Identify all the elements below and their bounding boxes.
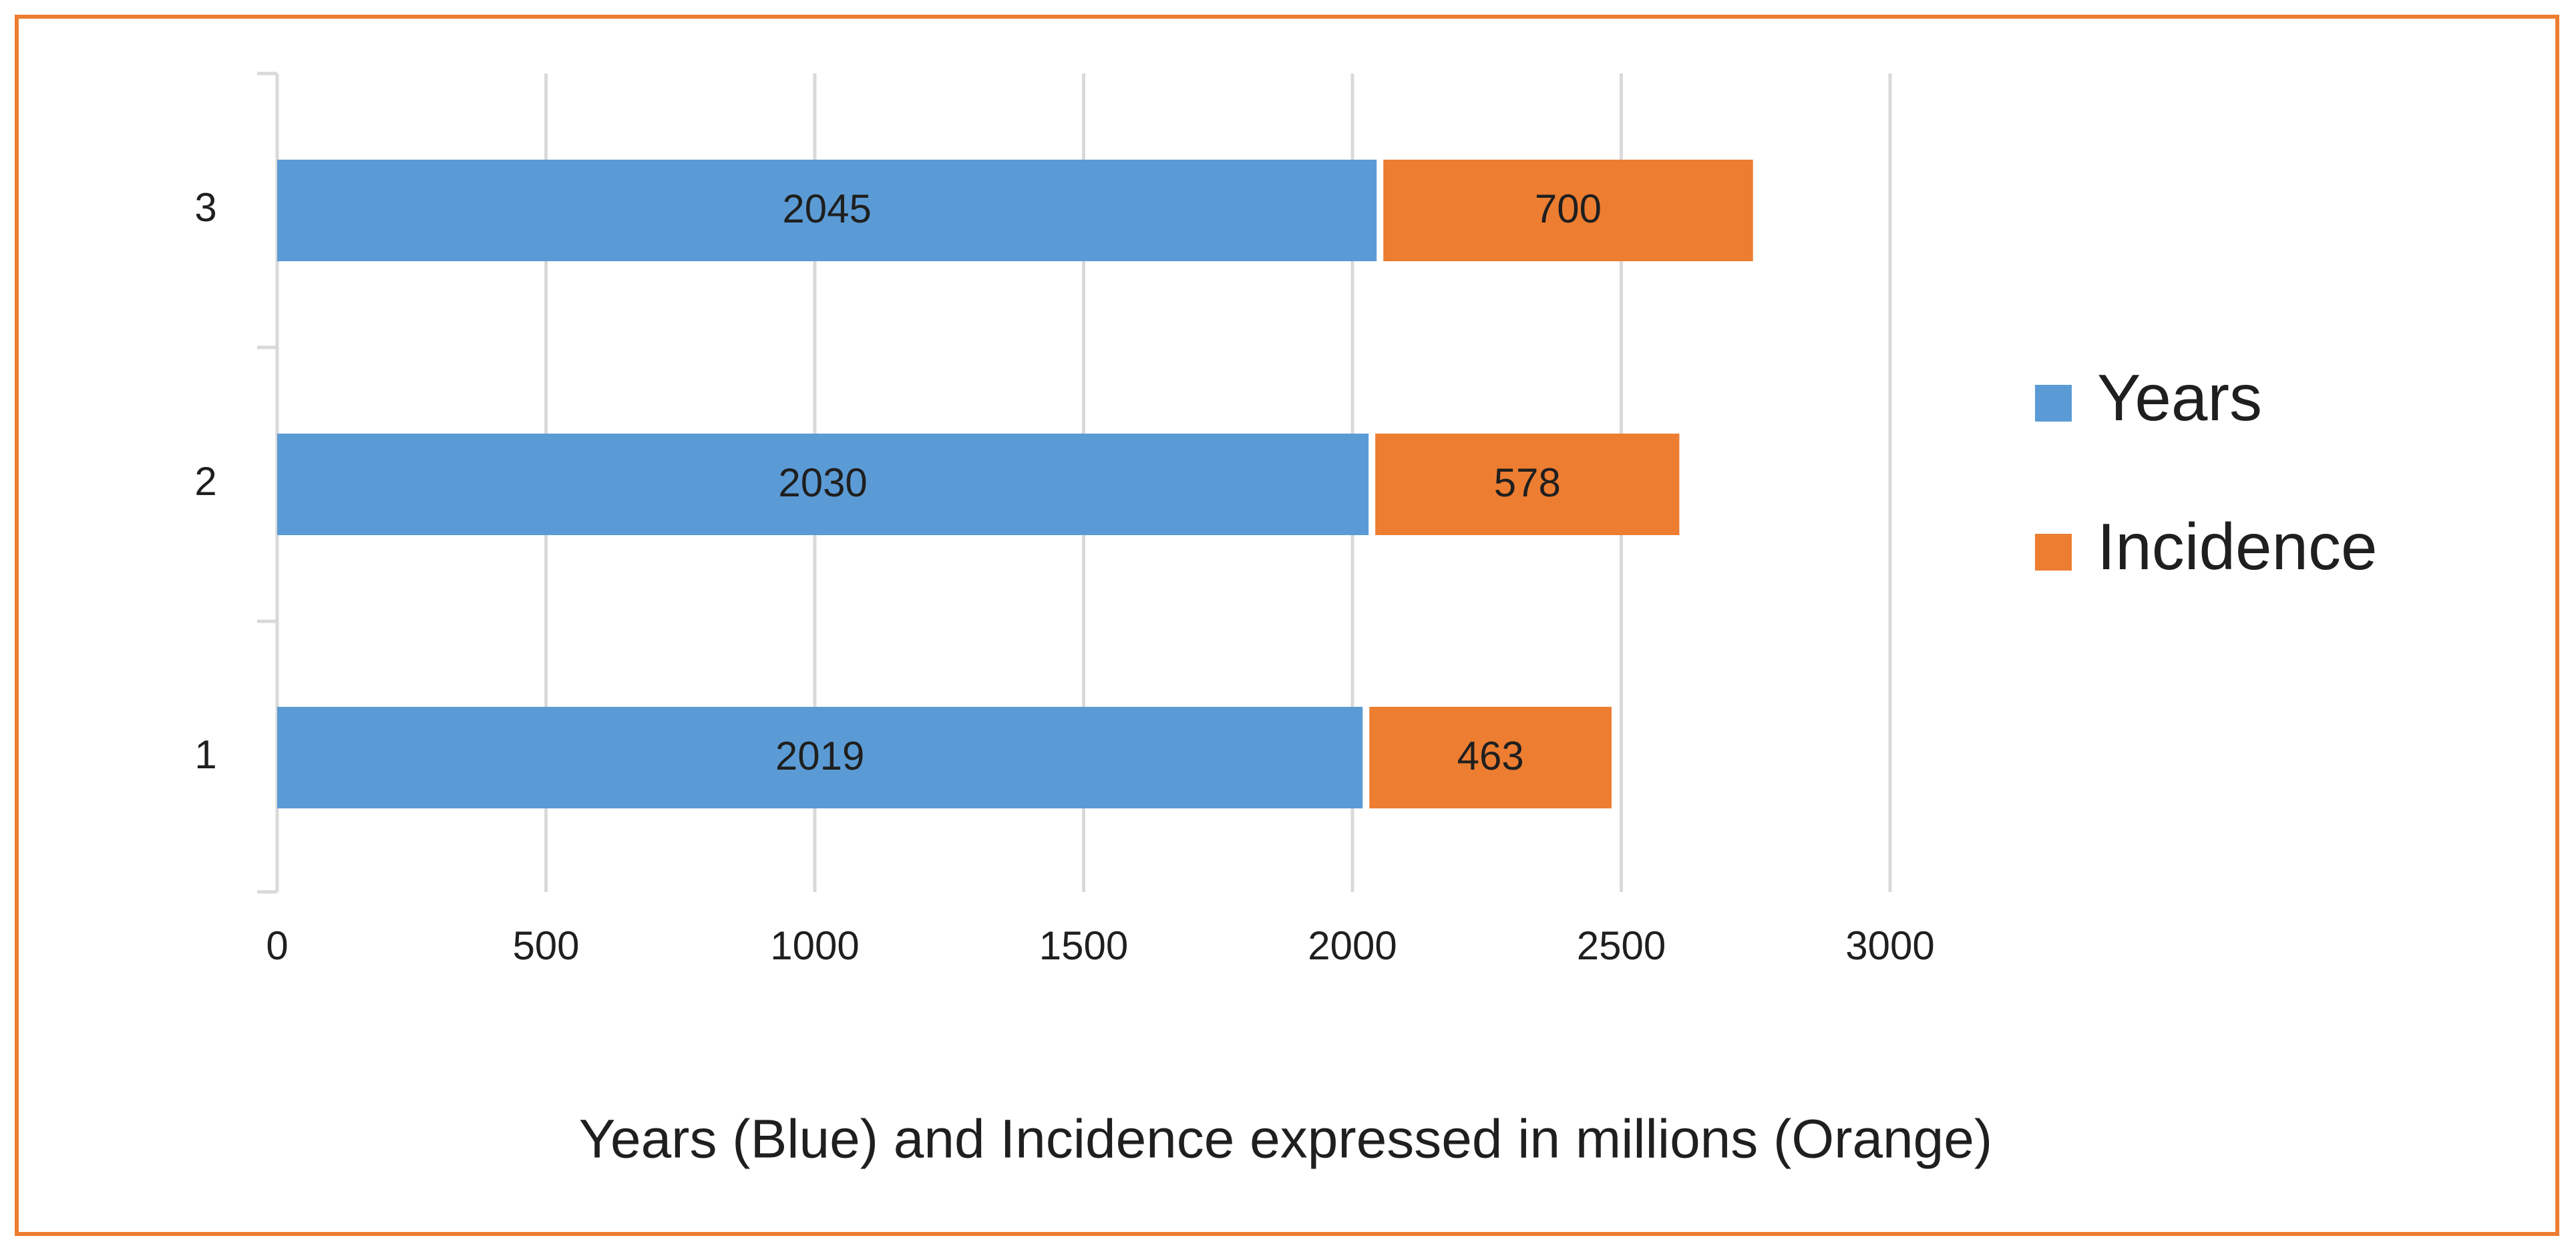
legend-swatch-years (2035, 385, 2072, 422)
data-label: 2030 (778, 460, 867, 505)
bar-years-2 (277, 434, 1369, 535)
data-label: 2019 (775, 734, 864, 778)
x-tick-label: 3000 (1845, 923, 1934, 968)
y-axis (257, 71, 279, 894)
x-tick-label: 0 (266, 923, 288, 968)
x-axis-title: Years (Blue) and Incidence expressed in … (579, 1109, 1992, 1170)
bar-incidence-2 (1375, 434, 1680, 535)
y-tick-label: 3 (194, 185, 216, 230)
bar-years-3 (277, 160, 1377, 261)
legend-swatch-incidence (2035, 534, 2072, 571)
y-tick-label: 1 (194, 732, 216, 777)
bar-incidence-3 (1383, 160, 1753, 261)
bars (277, 160, 1753, 808)
legend-label-years: Years (2097, 361, 2262, 434)
legend-label-incidence: Incidence (2097, 510, 2378, 583)
x-tick-label: 1000 (770, 923, 859, 968)
y-tick-label: 2 (194, 459, 216, 504)
tick-labels: 0 500 1000 1500 2000 2500 3000 1 2 3 (194, 185, 1934, 968)
x-tick-label: 2500 (1577, 923, 1666, 968)
data-label: 700 (1535, 186, 1602, 231)
data-labels: 2019 463 2030 578 2045 700 (775, 186, 1602, 778)
bar-incidence-1 (1369, 707, 1612, 808)
x-tick-label: 2000 (1308, 923, 1397, 968)
legend: Years Incidence (2035, 361, 2378, 583)
x-tick-label: 500 (512, 923, 579, 968)
data-label: 578 (1494, 460, 1561, 505)
data-label: 2045 (782, 186, 871, 231)
bar-years-1 (277, 707, 1363, 808)
x-tick-label: 1500 (1039, 923, 1128, 968)
data-label: 463 (1457, 734, 1524, 778)
